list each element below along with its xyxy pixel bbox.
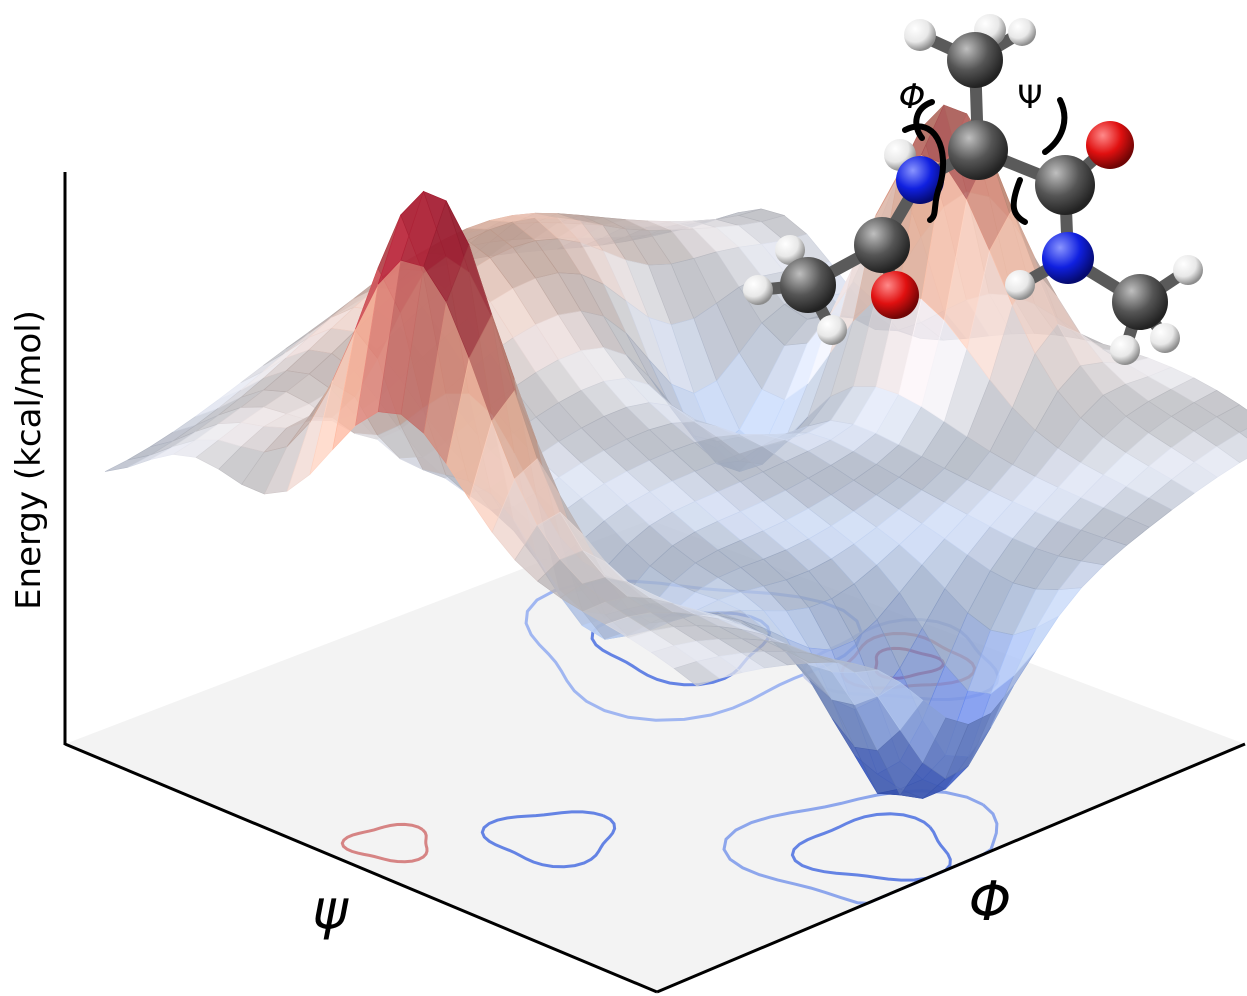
atom-n	[1042, 232, 1094, 284]
z-axis-label: Energy (kcal/mol)	[9, 310, 49, 610]
atom-h	[743, 275, 773, 305]
atom-o	[871, 271, 919, 319]
dihedral-rotation-arrows	[902, 97, 1068, 225]
atom-h	[817, 315, 847, 345]
atom-h	[1110, 335, 1140, 365]
atom-h	[775, 235, 805, 265]
phi-rotation-arrow-top	[913, 99, 935, 141]
phi-axis-label: Φ	[969, 870, 1012, 933]
contour-line	[480, 810, 617, 869]
contour-line	[790, 812, 952, 882]
atom-n	[896, 156, 944, 204]
atom-h	[1005, 270, 1035, 300]
contour-line	[340, 822, 429, 864]
alanine-dipeptide-molecule	[743, 14, 1203, 365]
psi-axis-line	[64, 742, 658, 994]
axes	[63, 172, 1246, 994]
atom-c	[1035, 155, 1095, 215]
psi-rotation-arrow-top	[1042, 97, 1068, 155]
atom-h	[1008, 18, 1036, 46]
surface-facet	[1239, 428, 1247, 439]
atom-c	[947, 32, 1003, 88]
energy-surface	[104, 104, 1247, 799]
atom-h	[904, 19, 936, 51]
psi-molecule-label: Ψ	[1017, 78, 1042, 116]
surface-facet	[1216, 404, 1247, 433]
phi-axis-line	[656, 742, 1246, 994]
atom-c	[1112, 274, 1168, 330]
phi-molecule-label: Φ	[899, 77, 926, 117]
atom-c	[948, 120, 1008, 180]
atom-o	[1086, 121, 1134, 169]
atom-h	[1150, 323, 1180, 353]
atom-c	[780, 257, 836, 313]
surface-facet	[104, 454, 151, 472]
psi-rotation-arrow	[1010, 177, 1028, 225]
phi-rotation-arrow	[902, 123, 947, 223]
atom-c	[854, 217, 910, 273]
atom-h	[1173, 255, 1203, 285]
psi-axis-label: ψ	[312, 878, 349, 941]
